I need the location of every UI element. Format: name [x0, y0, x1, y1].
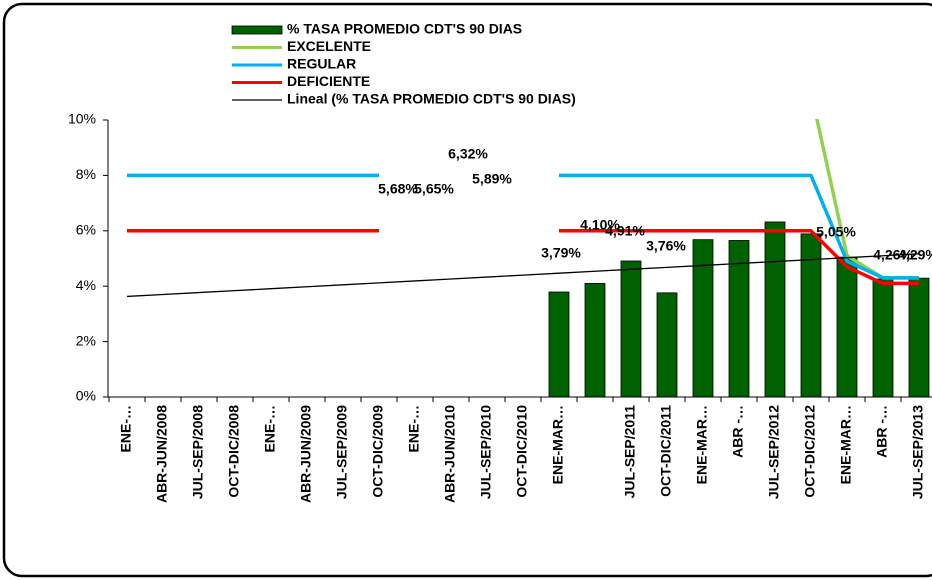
bar	[764, 221, 786, 398]
x-tick-label: ABR -…	[730, 405, 746, 458]
x-tick-label: ENE-MAR…	[838, 405, 854, 484]
legend-label: % TASA PROMEDIO CDT'S 90 DIAS	[287, 21, 522, 37]
x-tick-label: ENE-…	[406, 405, 422, 452]
bar	[656, 292, 678, 398]
legend-label: EXCELENTE	[287, 38, 371, 54]
plot-area	[126, 119, 930, 398]
y-tick-label: 10%	[68, 111, 96, 127]
x-tick-label: ABR -…	[874, 405, 890, 458]
x-tick-label: ABR-JUN/2008	[154, 405, 170, 503]
x-tick-label: OCT-DIC/2009	[370, 405, 386, 498]
x-tick-label: OCT-DIC/2012	[802, 405, 818, 498]
bar	[692, 239, 714, 398]
x-tick-label: JUL-SEP/2012	[766, 405, 782, 499]
x-tick-label: ENE-…	[118, 405, 134, 452]
bar	[800, 233, 822, 398]
data-label: 5,05%	[816, 224, 856, 240]
bar	[908, 277, 930, 398]
data-label: 3,79%	[541, 245, 581, 261]
x-tick-label: OCT-DIC/2010	[514, 405, 530, 498]
x-tick-label: ENE-MAR…	[550, 405, 566, 484]
bar	[584, 283, 606, 398]
x-tick-label: JUL-SEP/2009	[334, 405, 350, 499]
x-tick-label: JUL-SEP/2010	[478, 405, 494, 499]
x-tick-label: ABR-JUN/2010	[442, 405, 458, 503]
bar	[872, 278, 894, 398]
data-label: 6,32%	[448, 146, 488, 162]
y-tick-label: 6%	[76, 222, 96, 238]
legend-label: REGULAR	[287, 56, 356, 72]
x-tick-label: OCT-DIC/2011	[658, 405, 674, 497]
y-tick-label: 8%	[76, 166, 96, 182]
bar	[620, 260, 642, 398]
bar	[836, 256, 858, 398]
y-tick-label: 4%	[76, 277, 96, 293]
data-label: 5,89%	[472, 171, 512, 187]
x-tick-label: JUL-SEP/2013	[910, 405, 926, 499]
line	[127, 173, 919, 280]
line	[126, 253, 920, 298]
x-tick-label: ENE-…	[262, 405, 278, 452]
data-label: 5,65%	[414, 181, 454, 197]
data-label: 4,26%	[873, 247, 913, 263]
x-tick-label: ENE-MAR…	[694, 405, 710, 484]
data-label: 4,91%	[605, 223, 645, 239]
data-label: 3,76%	[646, 238, 686, 254]
x-tick-label: ABR-JUN/2009	[298, 405, 314, 503]
x-tick-label: OCT-DIC/2008	[226, 405, 242, 498]
legend-label: Lineal (% TASA PROMEDIO CDT'S 90 DIAS)	[287, 91, 576, 107]
y-tick-label: 2%	[76, 332, 96, 348]
legend-label: DEFICIENTE	[287, 73, 370, 89]
bar	[548, 291, 570, 398]
y-tick-label: 0%	[76, 388, 96, 404]
line	[127, 229, 919, 286]
data-label: 5,68%	[378, 181, 418, 197]
x-tick-label: JUL-SEP/2008	[190, 405, 206, 499]
data-label: 4,10%	[580, 217, 620, 233]
data-label: 4,29%	[898, 247, 932, 263]
legend-swatch	[231, 25, 283, 35]
x-tick-label: JUL-SEP/2011	[622, 405, 638, 499]
